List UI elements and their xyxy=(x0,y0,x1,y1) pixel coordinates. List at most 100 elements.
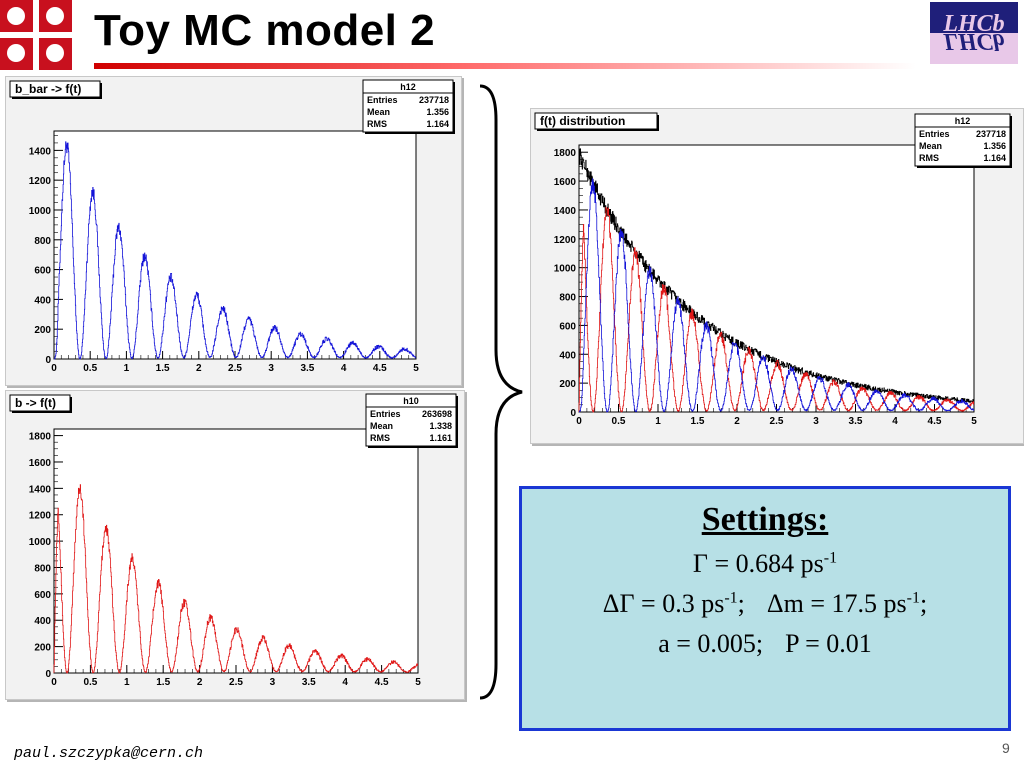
y-tick-label: 1400 xyxy=(554,206,577,217)
x-tick-label: 2 xyxy=(196,363,202,374)
histogram-title-box: f(t) distribution xyxy=(534,112,659,131)
y-tick-label: 1800 xyxy=(29,432,52,443)
university-crest-logo xyxy=(0,0,72,70)
y-tick-label: 1400 xyxy=(29,146,52,157)
y-tick-label: 800 xyxy=(559,293,576,304)
x-tick-label: 2 xyxy=(734,416,740,427)
x-tick-label: 2.5 xyxy=(229,677,243,688)
setting-dgamma-value: ΔΓ = 0.3 ps xyxy=(602,589,725,618)
y-tick-label: 1600 xyxy=(554,177,577,188)
x-tick-label: 5 xyxy=(415,677,421,688)
footer-email: paul.szczypka@cern.ch xyxy=(14,745,204,762)
x-tick-label: 1 xyxy=(655,416,661,427)
y-tick-label: 400 xyxy=(559,350,576,361)
y-tick-label: 1200 xyxy=(29,176,52,187)
settings-heading: Settings: xyxy=(701,501,829,538)
stats-label: Entries xyxy=(367,95,398,105)
histogram-series xyxy=(578,206,975,413)
x-tick-label: 1 xyxy=(124,363,130,374)
x-tick-label: 2.5 xyxy=(228,363,242,374)
x-tick-label: 0 xyxy=(576,416,582,427)
histogram-series xyxy=(53,484,419,674)
y-tick-label: 600 xyxy=(34,590,51,601)
x-tick-label: 4 xyxy=(341,363,347,374)
stats-label: Mean xyxy=(370,421,393,431)
setting-a-p: a = 0.005; P = 0.01 xyxy=(522,629,1008,659)
stats-label: Entries xyxy=(370,409,401,419)
setting-dgamma-dm: ΔΓ = 0.3 ps-1; Δm = 17.5 ps-1; xyxy=(522,589,1008,619)
x-tick-label: 4.5 xyxy=(373,363,387,374)
page-number: 9 xyxy=(1002,740,1010,756)
setting-dgamma-sep: ; xyxy=(737,589,745,618)
stats-value: 1.164 xyxy=(983,153,1006,163)
setting-dm-exp: -1 xyxy=(906,589,920,607)
x-tick-label: 0.5 xyxy=(83,677,97,688)
setting-dm-sep: ; xyxy=(919,589,928,618)
x-tick-label: 3 xyxy=(268,363,274,374)
x-tick-label: 5 xyxy=(971,416,977,427)
x-tick-label: 1.5 xyxy=(156,677,170,688)
x-tick-label: 2.5 xyxy=(770,416,784,427)
stats-value: 237718 xyxy=(419,95,449,105)
x-tick-label: 4.5 xyxy=(375,677,389,688)
histogram-panel-b: b -> f(t) h10 Entries 263698 Mean 1.338 RMS 1.1… xyxy=(5,390,465,700)
stats-value: 1.338 xyxy=(429,421,452,431)
stats-value: 237718 xyxy=(976,129,1006,139)
x-tick-label: 5 xyxy=(413,363,419,374)
stats-value: 1.356 xyxy=(983,141,1006,151)
title-underline-bar xyxy=(94,63,916,69)
x-tick-label: 1 xyxy=(124,677,130,688)
curly-brace xyxy=(479,84,523,700)
histogram-series xyxy=(578,178,975,413)
histogram-ft-distribution: f(t) distribution h12 Entries 237718 Mean 1.3… xyxy=(534,112,1012,427)
stats-label: Entries xyxy=(919,129,950,139)
lhcb-logo: LHCb LHCb xyxy=(930,2,1018,64)
histogram-title: f(t) distribution xyxy=(540,114,625,128)
x-tick-label: 3.5 xyxy=(302,677,316,688)
x-tick-label: 1.5 xyxy=(156,363,170,374)
x-tick-label: 0 xyxy=(51,363,57,374)
setting-gamma: Γ = 0.684 ps-1 xyxy=(522,549,1008,579)
x-tick-label: 4 xyxy=(892,416,898,427)
setting-p-value: P = 0.01 xyxy=(785,629,872,658)
x-tick-label: 0.5 xyxy=(83,363,97,374)
x-tick-label: 4.5 xyxy=(928,416,942,427)
y-tick-label: 1200 xyxy=(554,235,577,246)
y-tick-label: 800 xyxy=(34,236,51,247)
y-tick-label: 600 xyxy=(559,321,576,332)
setting-dgamma-exp: -1 xyxy=(724,589,738,607)
histogram-title-box: b_bar -> f(t) xyxy=(9,80,102,99)
setting-a-value: a = 0.005; xyxy=(658,629,764,658)
histogram-title: b_bar -> f(t) xyxy=(15,82,81,96)
settings-box: Settings: Γ = 0.684 ps-1 ΔΓ = 0.3 ps-1; Δ… xyxy=(519,486,1011,731)
stats-value: 263698 xyxy=(422,409,452,419)
x-tick-label: 3.5 xyxy=(300,363,314,374)
x-tick-label: 4 xyxy=(342,677,348,688)
y-tick-label: 400 xyxy=(34,295,51,306)
y-tick-label: 1000 xyxy=(29,206,52,217)
setting-gamma-exp: -1 xyxy=(823,549,838,567)
stats-name: h12 xyxy=(955,116,971,126)
histogram-panel-bbar: b_bar -> f(t) h12 Entries 237718 Mean 1.356 RM… xyxy=(5,76,462,386)
setting-gamma-value: Γ = 0.684 ps xyxy=(692,549,824,578)
stats-label: Mean xyxy=(919,141,942,151)
stats-value: 1.164 xyxy=(426,119,449,129)
lhcb-logo-text: LHCb xyxy=(942,11,1004,37)
x-tick-label: 3.5 xyxy=(849,416,863,427)
x-tick-label: 1.5 xyxy=(691,416,705,427)
y-tick-label: 1600 xyxy=(29,458,52,469)
lhcb-logo-reflection: LHCb xyxy=(942,28,1004,54)
stats-value: 1.161 xyxy=(429,433,452,443)
y-tick-label: 400 xyxy=(34,616,51,627)
x-tick-label: 2 xyxy=(197,677,203,688)
histogram-series xyxy=(53,141,417,360)
x-tick-label: 3 xyxy=(813,416,819,427)
slide-title: Toy MC model 2 xyxy=(94,6,436,55)
y-tick-label: 200 xyxy=(34,325,51,336)
y-tick-label: 1800 xyxy=(554,148,577,159)
stats-label: Mean xyxy=(367,107,390,117)
y-tick-label: 1000 xyxy=(554,264,577,275)
